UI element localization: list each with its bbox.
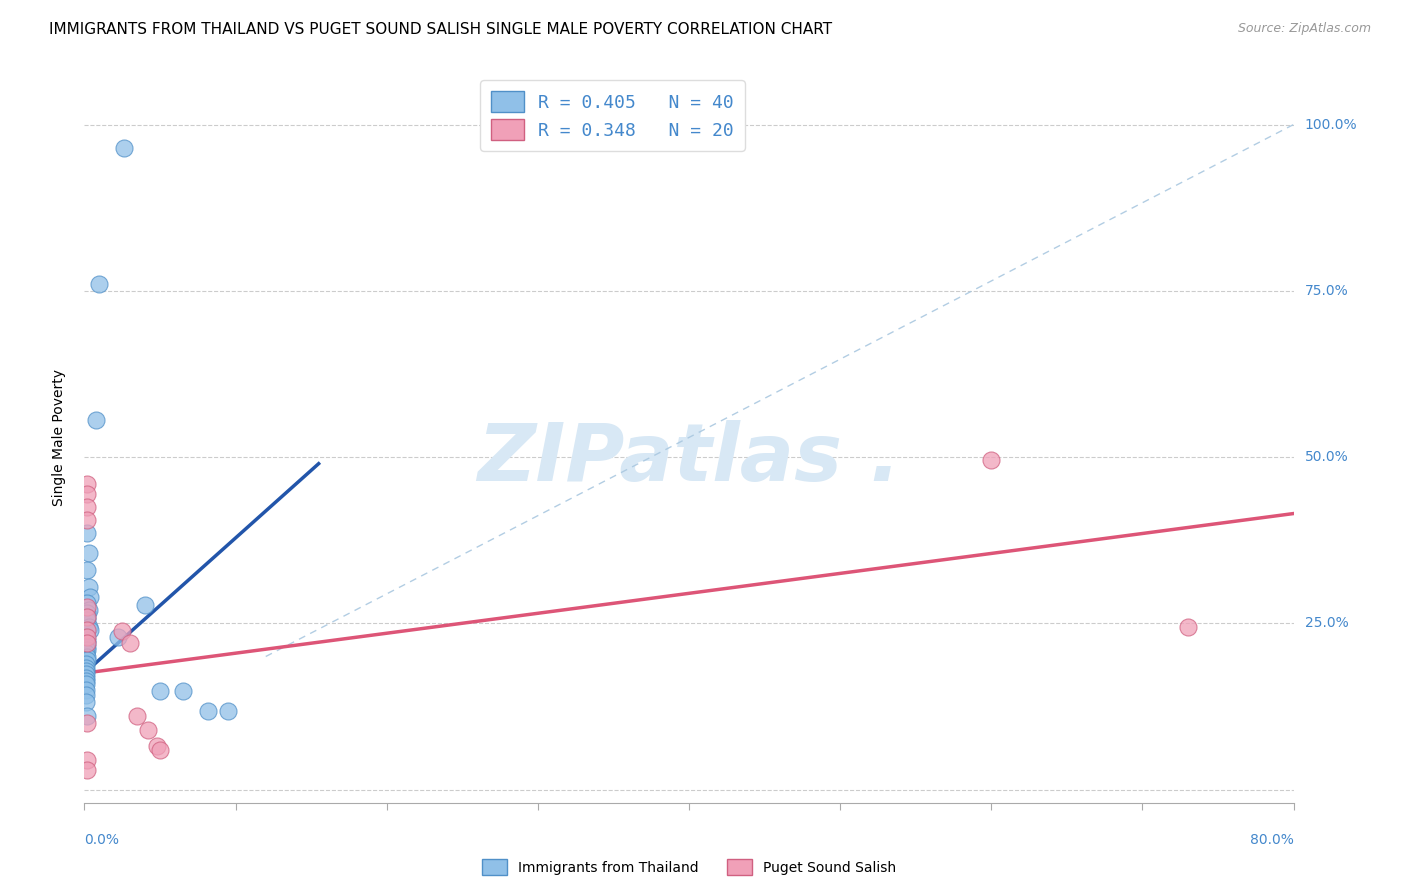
Point [107, 630, 129, 644]
Text: ZIPatlas .: ZIPatlas . [477, 420, 901, 498]
Point [76, 640, 98, 654]
Point [76, 716, 98, 731]
Point [89, 277, 111, 292]
Point [134, 598, 156, 612]
Point [127, 709, 149, 723]
Point [75, 677, 97, 691]
Text: 100.0%: 100.0% [1305, 118, 1357, 131]
Point [76, 623, 98, 637]
Point [77, 619, 100, 633]
Point [76, 649, 98, 664]
Point [149, 684, 172, 698]
Text: 80.0%: 80.0% [1250, 833, 1294, 847]
Point [76, 630, 98, 644]
Text: 0.0%: 0.0% [84, 833, 120, 847]
Point [76, 753, 98, 767]
Point [76, 563, 98, 577]
Point [76, 636, 98, 650]
Point [86, 413, 108, 427]
Point [76, 526, 98, 541]
Text: IMMIGRANTS FROM THAILAND VS PUGET SOUND SALISH SINGLE MALE POVERTY CORRELATION C: IMMIGRANTS FROM THAILAND VS PUGET SOUND … [49, 22, 832, 37]
Point [112, 141, 135, 155]
Point [76, 486, 98, 500]
Point [79, 623, 101, 637]
Text: 25.0%: 25.0% [1305, 616, 1348, 631]
Point [77, 546, 100, 560]
Point [76, 636, 98, 650]
Point [76, 607, 98, 621]
Text: 50.0%: 50.0% [1305, 450, 1348, 464]
Point [76, 599, 98, 614]
Point [75, 674, 97, 689]
Point [76, 632, 98, 647]
Point [76, 763, 98, 777]
Point [76, 653, 98, 667]
Point [75, 667, 97, 681]
Point [75, 671, 97, 685]
Text: 75.0%: 75.0% [1305, 284, 1348, 298]
Text: Source: ZipAtlas.com: Source: ZipAtlas.com [1237, 22, 1371, 36]
Point [75, 682, 97, 697]
Point [75, 688, 97, 702]
Point [75, 661, 97, 675]
Point [75, 630, 97, 644]
Point [136, 723, 159, 737]
Point [146, 739, 169, 754]
Point [76, 709, 98, 723]
Point [76, 609, 98, 624]
Point [77, 603, 100, 617]
Point [118, 636, 141, 650]
Point [149, 742, 172, 756]
Point [76, 596, 98, 610]
Point [76, 643, 98, 657]
Point [217, 704, 239, 718]
Point [172, 684, 194, 698]
Point [76, 476, 98, 491]
Y-axis label: Single Male Poverty: Single Male Poverty [52, 368, 66, 506]
Point [76, 613, 98, 627]
Point [1177, 619, 1199, 633]
Point [76, 500, 98, 514]
Point [76, 513, 98, 527]
Point [75, 646, 97, 660]
Point [76, 609, 98, 624]
Point [77, 580, 100, 594]
Legend: Immigrants from Thailand, Puget Sound Salish: Immigrants from Thailand, Puget Sound Sa… [477, 854, 901, 880]
Point [79, 590, 101, 604]
Point [111, 624, 134, 639]
Point [75, 695, 97, 709]
Point [980, 453, 1002, 467]
Point [75, 657, 97, 672]
Point [75, 664, 97, 678]
Point [197, 704, 219, 718]
